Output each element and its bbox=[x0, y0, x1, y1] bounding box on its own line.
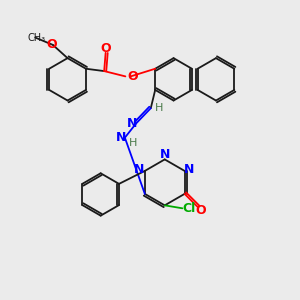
Text: O: O bbox=[196, 204, 206, 217]
Text: O: O bbox=[46, 38, 57, 50]
Text: H: H bbox=[129, 138, 137, 148]
Text: N: N bbox=[160, 148, 170, 161]
Text: O: O bbox=[100, 42, 111, 55]
Text: O: O bbox=[128, 70, 138, 83]
Text: N: N bbox=[184, 163, 194, 176]
Text: Cl: Cl bbox=[182, 202, 196, 215]
Text: N: N bbox=[134, 163, 145, 176]
Text: CH₃: CH₃ bbox=[27, 32, 45, 43]
Text: H: H bbox=[155, 103, 163, 113]
Text: N: N bbox=[116, 131, 126, 144]
Text: N: N bbox=[127, 117, 137, 130]
